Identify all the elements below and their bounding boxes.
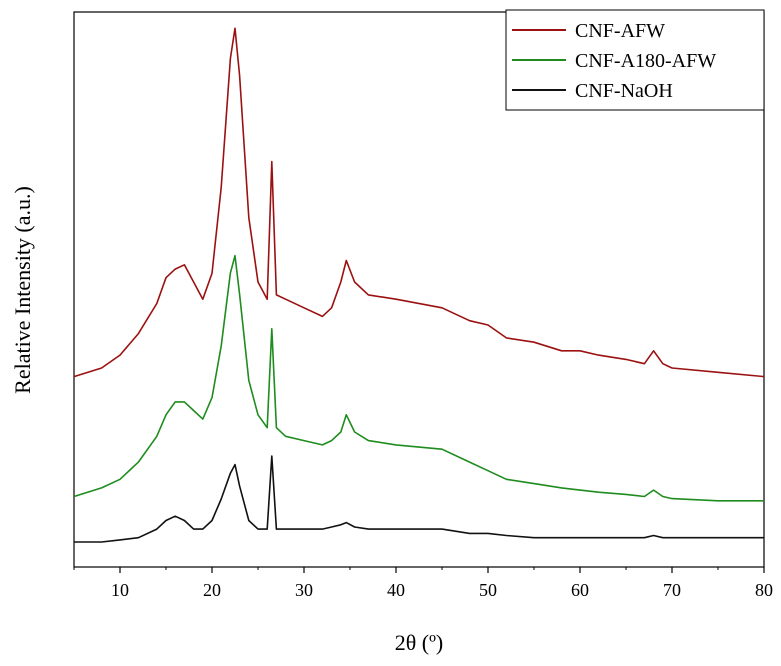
x-tick-label-80: 80 <box>755 580 773 600</box>
x-axis-title: 2θ (º) <box>395 630 444 655</box>
x-axis: 10 20 30 40 50 60 70 80 <box>73 567 773 600</box>
y-axis-title: Relative Intensity (a.u.) <box>10 186 35 394</box>
x-tick-label-40: 40 <box>387 580 405 600</box>
x-tick-label-60: 60 <box>571 580 589 600</box>
x-tick-label-20: 20 <box>203 580 221 600</box>
series-layer <box>73 27 765 543</box>
series-line-cnf-naoh <box>74 455 764 543</box>
legend-label-cnf-naoh: CNF-NaOH <box>575 80 673 102</box>
legend-label-cnf-afw: CNF-AFW <box>575 20 665 42</box>
x-tick-label-30: 30 <box>295 580 313 600</box>
legend-label-cnf-a180-afw: CNF-A180-AFW <box>575 50 716 72</box>
x-tick-label-10: 10 <box>111 580 129 600</box>
x-tick-label-70: 70 <box>663 580 681 600</box>
x-tick-label-50: 50 <box>479 580 497 600</box>
series-line-cnf-a180-afw <box>73 254 764 502</box>
legend: CNF-AFW CNF-A180-AFW CNF-NaOH <box>505 9 765 111</box>
plot-frame <box>73 11 765 568</box>
series-line-cnf-afw <box>73 27 765 378</box>
